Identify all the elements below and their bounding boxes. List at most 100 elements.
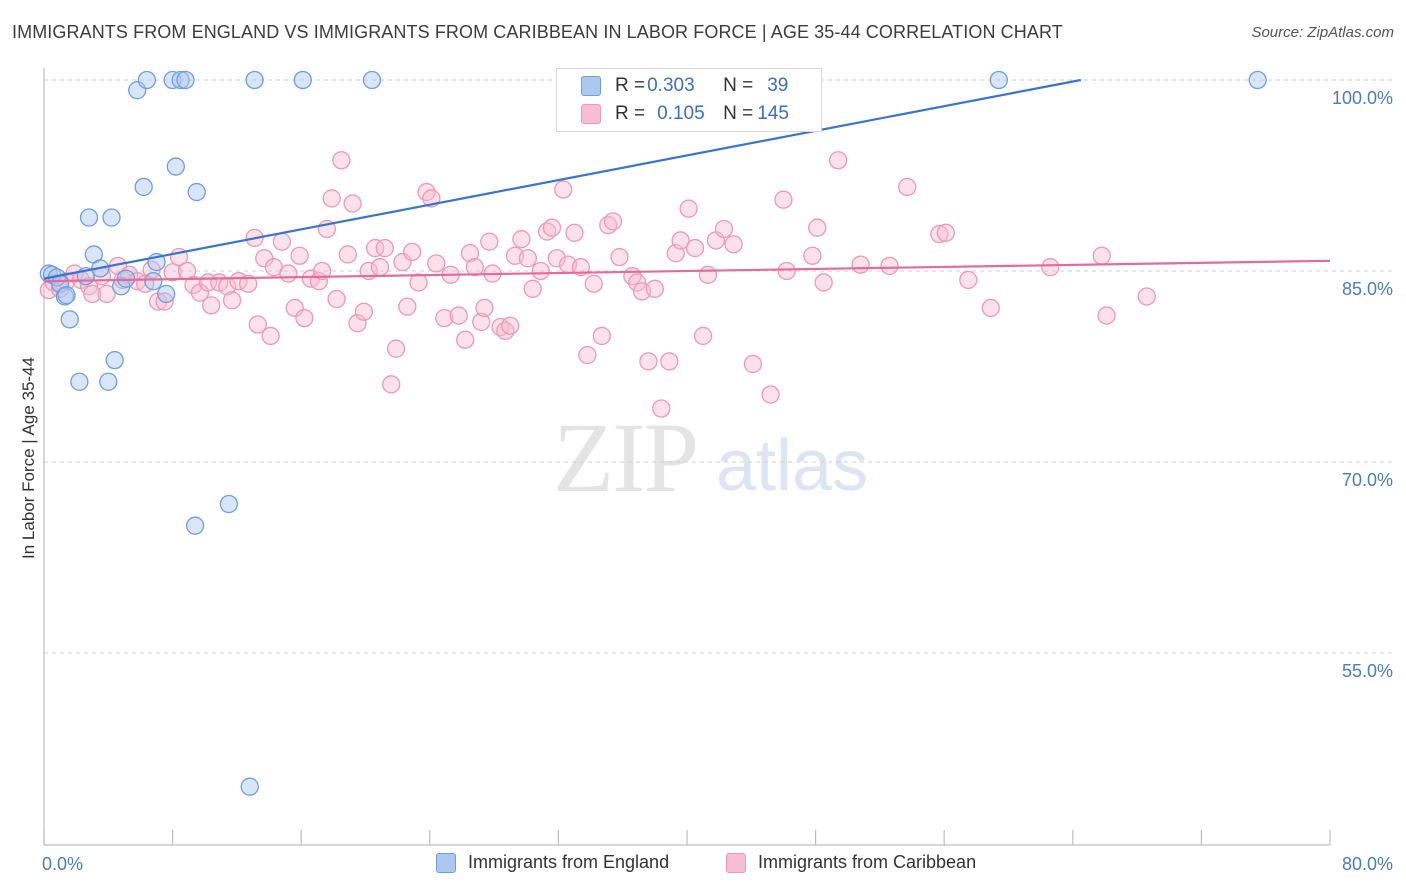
caribbean-point	[1041, 258, 1060, 277]
england-point	[134, 177, 153, 197]
stats-r-caribbean: 0.105	[657, 103, 705, 124]
caribbean-point	[828, 151, 848, 170]
caribbean-point	[959, 270, 978, 290]
axes	[43, 68, 1331, 846]
caribbean-point	[261, 326, 280, 346]
england-point	[99, 372, 118, 391]
caribbean-point	[480, 232, 499, 251]
x-tick-label-min: 0.0%	[42, 854, 83, 874]
england-point	[60, 310, 79, 329]
caribbean-point	[449, 306, 468, 325]
stats-r-label-caribbean: R =	[615, 103, 646, 124]
caribbean-point	[427, 254, 446, 273]
caribbean-point	[354, 302, 374, 321]
stats-row-caribbean: R = 0.105 N = 145	[581, 103, 789, 125]
england-point	[185, 516, 205, 535]
caribbean-point	[693, 326, 713, 346]
england-point	[57, 286, 76, 305]
legend-swatch-caribbean	[726, 852, 746, 873]
stats-r-label-england: R =	[615, 75, 646, 96]
caribbean-point	[472, 312, 491, 332]
england-point	[105, 350, 124, 370]
caribbean-point	[332, 151, 351, 170]
caribbean-point	[375, 238, 394, 258]
caribbean-point	[930, 224, 949, 244]
caribbean-point	[610, 247, 629, 267]
caribbean-point	[660, 352, 679, 371]
caribbean-point	[777, 261, 796, 281]
england-point	[293, 70, 312, 90]
source-label: Source: ZipAtlas.com	[1251, 24, 1394, 41]
caribbean-point	[409, 273, 428, 292]
caribbean-point	[571, 258, 591, 277]
caribbean-point	[460, 244, 480, 263]
legend-caribbean: Immigrants from Caribbean	[726, 852, 976, 873]
caribbean-point	[202, 296, 221, 315]
caribbean-point	[761, 385, 780, 404]
caribbean-point	[584, 274, 603, 293]
y-tick-label: 70.0%	[1342, 470, 1393, 490]
england-point	[1248, 70, 1267, 90]
caribbean-point	[272, 232, 292, 251]
caribbean-point	[290, 246, 309, 265]
caribbean-point	[382, 375, 401, 394]
caribbean-point	[343, 194, 362, 213]
caribbean-point	[501, 316, 520, 335]
caribbean-point	[348, 314, 367, 333]
caribbean-point	[435, 308, 454, 328]
caribbean-point	[312, 261, 332, 281]
caribbean-point	[1092, 246, 1111, 265]
caribbean-point	[322, 189, 341, 208]
caribbean-point	[531, 261, 550, 281]
stats-swatch-england	[581, 76, 601, 96]
stats-n-caribbean: 145	[757, 103, 789, 124]
caribbean-point	[774, 190, 793, 209]
caribbean-point	[981, 298, 1000, 318]
england-point	[157, 284, 176, 304]
caribbean-point	[465, 258, 484, 277]
caribbean-point	[898, 177, 917, 197]
england-point	[989, 70, 1009, 90]
stats-n-label-england: N =	[723, 75, 754, 96]
caribbean-point	[671, 231, 690, 250]
england-point	[219, 494, 239, 514]
trend-lines	[43, 78, 1331, 283]
y-tick-label: 85.0%	[1342, 279, 1393, 299]
caribbean-point	[523, 279, 542, 298]
caribbean-point	[83, 284, 102, 304]
watermark-atlas: atlas	[716, 426, 869, 506]
caribbean-point	[338, 245, 357, 264]
caribbean-point	[547, 249, 566, 268]
england-points	[39, 70, 1267, 796]
caribbean-point	[542, 218, 562, 237]
caribbean-point	[279, 264, 298, 283]
england-point	[176, 70, 195, 90]
caribbean-point	[97, 284, 116, 304]
caribbean-point	[222, 291, 242, 310]
caribbean-point	[814, 273, 833, 292]
tick-labels: 55.0% 70.0% 85.0% 100.0% 0.0% 80.0%	[42, 88, 1393, 874]
legend-label-england: Immigrants from England	[468, 852, 670, 872]
y-axis-label: In Labor Force | Age 35-44	[19, 357, 38, 559]
england-point	[102, 208, 121, 227]
caribbean-point	[386, 339, 406, 358]
caribbean-point	[652, 399, 671, 418]
watermark-zip: ZIP	[553, 402, 699, 513]
caribbean-point	[808, 218, 827, 237]
caribbean-point	[743, 354, 763, 374]
caribbean-points	[39, 151, 1156, 418]
legend-label-caribbean: Immigrants from Caribbean	[758, 852, 977, 872]
caribbean-point	[714, 219, 734, 239]
england-point	[79, 208, 99, 227]
england-point	[116, 269, 136, 288]
caribbean-point	[679, 199, 698, 218]
legend-england: Immigrants from England	[436, 852, 669, 873]
caribbean-point	[936, 223, 955, 242]
england-point	[171, 70, 190, 90]
caribbean-point	[578, 345, 597, 365]
caribbean-point	[1097, 306, 1116, 325]
caribbean-point	[554, 180, 573, 199]
caribbean-point	[456, 330, 475, 349]
caribbean-point	[603, 212, 623, 231]
legend-swatch-england	[436, 852, 456, 873]
